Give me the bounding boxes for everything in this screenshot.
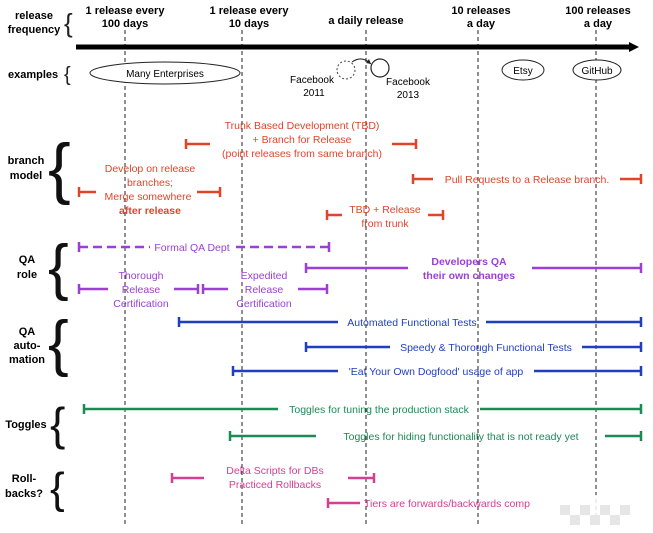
- rollbacks-texts: Delta Scripts for DBs Practiced Rollback…: [226, 465, 530, 510]
- formal-qa-text: Formal QA Dept: [154, 242, 229, 254]
- qa-automation-texts: Automated Functional Tests Speedy & Thor…: [347, 317, 572, 378]
- qa-role-bars: [77, 242, 643, 294]
- rollbacks-label-line-2: backs?: [5, 488, 43, 500]
- speedy-tests-text: Speedy & Thorough Functional Tests: [400, 342, 572, 354]
- branch-model-label-line-2: model: [10, 170, 42, 182]
- many-enterprises-bubble: [89, 61, 241, 85]
- qa-role-label-line-1: QA: [19, 254, 36, 266]
- toggles-hiding-text: Toggles for hiding functionality that is…: [343, 431, 578, 443]
- tiers-text: Tiers are forwards/backwards comp: [364, 498, 530, 510]
- column-10-days-line-2: 10 days: [229, 18, 269, 30]
- facebook-2011-marker: [336, 60, 356, 80]
- github-bubble: [572, 59, 622, 81]
- frequency-guide-lines: [124, 30, 597, 525]
- tbd-release-text-line-1: TBD + Release: [349, 204, 421, 216]
- facebook-labels: Facebook 2011 Facebook 2013: [290, 75, 431, 101]
- develop-text-line-1: Develop on release: [105, 163, 196, 175]
- delta-scripts-text-line-1: Delta Scripts for DBs: [226, 465, 323, 477]
- qa-automation-brace: {: [48, 309, 69, 378]
- facebook-2013-marker: [370, 58, 390, 78]
- rollbacks-brace: {: [50, 464, 65, 513]
- qa-automation-label-line-2: auto-: [14, 340, 41, 352]
- facebook-2013-line-1: Facebook: [386, 77, 431, 88]
- dogfood-text: 'Eat Your Own Dogfood' usage of app: [349, 366, 524, 378]
- column-10-days-line-1: 1 release every: [210, 5, 290, 17]
- developers-qa-text-line-1: Developers QA: [431, 256, 507, 268]
- facebook-2013-line-2: 2013: [397, 90, 420, 101]
- frequency-label-line-2: frequency: [8, 24, 61, 36]
- toggles-brace: {: [50, 398, 65, 450]
- branch-model-texts: Trunk Based Development (TBD) + Branch f…: [105, 120, 610, 230]
- fade-squares: [560, 505, 630, 525]
- frequency-column-labels: 1 release every 100 days 1 release every…: [86, 5, 631, 30]
- toggles-label: Toggles: [5, 419, 46, 431]
- frequency-label-line-1: release: [15, 10, 53, 22]
- automated-tests-text: Automated Functional Tests: [347, 317, 476, 329]
- column-10-per-day-line-2: a day: [467, 18, 496, 30]
- facebook-progress-arrowhead: [366, 59, 371, 64]
- delta-scripts-text-line-2: Practiced Rollbacks: [229, 479, 321, 491]
- tbd-release-text-line-2: from trunk: [361, 218, 409, 230]
- rollbacks-label-line-1: Roll-: [12, 473, 37, 485]
- thorough-cert-text-line-1: Thorough: [119, 270, 164, 282]
- branch-model-brace: {: [48, 130, 71, 206]
- etsy-bubble: [501, 59, 545, 81]
- toggles-production-text: Toggles for tuning the production stack: [289, 404, 470, 416]
- qa-role-brace: {: [48, 233, 69, 302]
- qa-role-label-line-2: role: [17, 269, 37, 281]
- qa-role-texts: Formal QA Dept Developers QA their own c…: [113, 242, 515, 310]
- toggles-texts: Toggles for tuning the production stack …: [289, 404, 579, 443]
- github-text: GitHub: [581, 66, 613, 77]
- qa-automation-label-line-1: QA: [19, 326, 36, 338]
- qa-automation-label-line-3: mation: [9, 354, 45, 366]
- branch-model-label-line-1: branch: [8, 155, 45, 167]
- expedited-cert-text-line-1: Expedited: [241, 270, 288, 282]
- header-frequency-label: release frequency: [8, 10, 61, 36]
- column-100-days-line-2: 100 days: [102, 18, 148, 30]
- branch-model-bars: [77, 139, 643, 220]
- column-100-per-day-line-2: a day: [584, 18, 613, 30]
- column-100-days-line-1: 1 release every: [86, 5, 166, 17]
- pull-requests-text: Pull Requests to a Release branch.: [445, 174, 610, 186]
- developers-qa-text-line-2: their own changes: [423, 270, 515, 282]
- facebook-2011-line-2: 2011: [303, 88, 325, 99]
- expedited-cert-text-line-3: Certification: [236, 298, 292, 310]
- tbd-text-line-3: (point releases from same branch): [222, 148, 382, 160]
- develop-text-line-2: branches;: [127, 177, 173, 189]
- thorough-cert-text-line-3: Certification: [113, 298, 169, 310]
- toggles-bars: [82, 404, 643, 441]
- develop-text-line-3: Merge somewhere: [105, 191, 192, 203]
- develop-text-line-4: after release: [119, 205, 181, 217]
- expedited-cert-text-line-2: Release: [245, 284, 284, 296]
- column-daily: a daily release: [328, 15, 403, 27]
- facebook-2011-line-1: Facebook: [290, 75, 335, 86]
- tbd-text-line-1: Trunk Based Development (TBD): [225, 120, 380, 132]
- tbd-text-line-2: + Branch for Release: [253, 134, 352, 146]
- column-10-per-day-line-1: 10 releases: [451, 5, 510, 17]
- many-enterprises-text: Many Enterprises: [126, 69, 204, 80]
- thorough-cert-text-line-2: Release: [122, 284, 161, 296]
- column-100-per-day-line-1: 100 releases: [565, 5, 630, 17]
- frequency-brace: {: [64, 8, 73, 38]
- etsy-text: Etsy: [513, 66, 532, 77]
- examples-label: examples: [8, 69, 58, 81]
- rollbacks-bars: [170, 473, 376, 508]
- row-labels: branch model QA role QA auto- mation Tog…: [5, 155, 47, 500]
- row-braces: { { { { {: [48, 130, 71, 513]
- examples-brace: {: [64, 64, 71, 86]
- qa-automation-bars: [177, 317, 643, 376]
